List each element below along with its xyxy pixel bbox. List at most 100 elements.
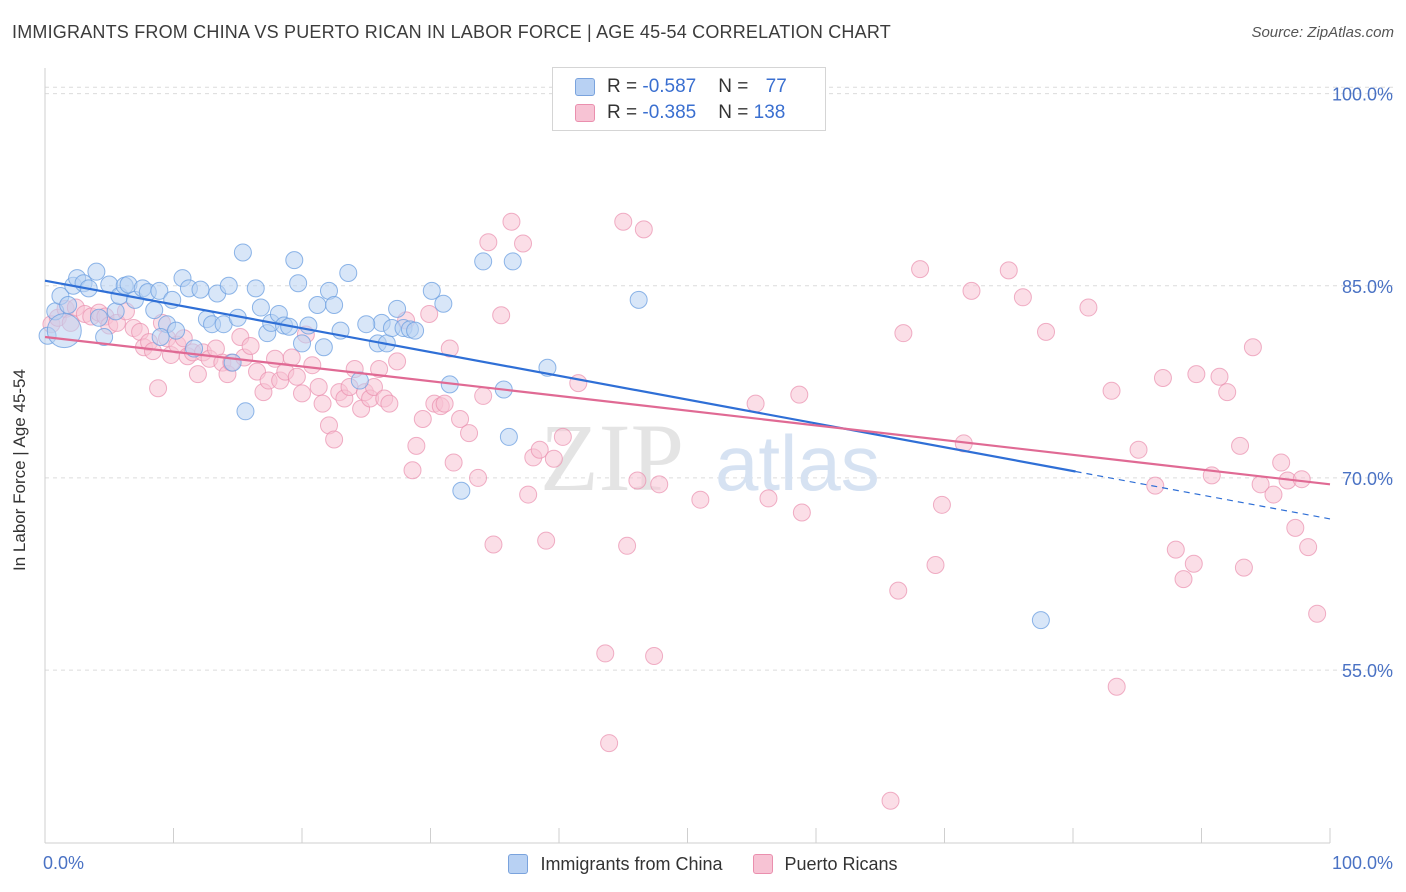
china-point bbox=[167, 321, 186, 340]
puerto-rican-point bbox=[514, 234, 533, 253]
china-point bbox=[89, 308, 108, 327]
china-point bbox=[474, 252, 493, 271]
puerto-rican-point bbox=[553, 427, 572, 446]
puerto-rican-point bbox=[444, 453, 463, 472]
chart-title: IMMIGRANTS FROM CHINA VS PUERTO RICAN IN… bbox=[12, 22, 891, 42]
puerto-rican-point bbox=[313, 394, 332, 413]
china-point bbox=[285, 251, 304, 270]
puerto-rican-point bbox=[596, 644, 615, 663]
puerto-rican-point bbox=[1299, 538, 1318, 557]
china-point bbox=[151, 328, 170, 347]
china-point bbox=[308, 295, 327, 314]
china-point bbox=[452, 481, 471, 500]
puerto-rican-point bbox=[1286, 518, 1305, 537]
puerto-rican-point bbox=[614, 212, 633, 231]
puerto-rican-point bbox=[691, 490, 710, 509]
y-tick-label: 70.0% bbox=[1342, 469, 1393, 489]
china-point bbox=[293, 334, 311, 353]
china-point bbox=[150, 281, 169, 300]
y-tick-label: 85.0% bbox=[1342, 277, 1393, 297]
puerto-rican-point bbox=[746, 394, 765, 413]
china-point bbox=[106, 302, 125, 321]
r-value: -0.385 bbox=[642, 102, 697, 123]
puerto-rican-point bbox=[1234, 558, 1253, 577]
china-point bbox=[233, 243, 252, 262]
axes bbox=[44, 68, 1331, 844]
legend-item-china[interactable]: Immigrants from China bbox=[508, 853, 723, 875]
puerto-rican-point bbox=[645, 646, 664, 665]
puerto-rican-point bbox=[484, 535, 503, 554]
puerto-rican-point bbox=[440, 339, 459, 358]
legend-label-puerto-rican: Puerto Ricans bbox=[784, 853, 898, 874]
puerto-rican-point bbox=[1243, 338, 1262, 357]
puerto-rican-point bbox=[1146, 476, 1165, 495]
china-point bbox=[87, 262, 106, 281]
china-trend-line bbox=[44, 279, 1076, 473]
legend: Immigrants from China Puerto Ricans bbox=[0, 852, 1406, 876]
puerto-rican-point bbox=[889, 581, 908, 600]
puerto-rican-point bbox=[881, 791, 900, 810]
puerto-rican-point bbox=[413, 409, 432, 428]
puerto-rican-point bbox=[1292, 470, 1311, 489]
china-point bbox=[59, 295, 78, 314]
puerto-rican-point bbox=[759, 489, 778, 508]
n-label: N = bbox=[718, 102, 754, 123]
puerto-rican-point bbox=[1079, 298, 1098, 317]
legend-swatch-china bbox=[508, 854, 529, 874]
puerto-rican-point bbox=[293, 384, 311, 403]
china-point bbox=[289, 274, 308, 293]
china-point bbox=[357, 315, 376, 334]
puerto-rican-point bbox=[451, 409, 470, 428]
puerto-rican-point bbox=[628, 471, 647, 490]
puerto-rican-point bbox=[1264, 485, 1283, 504]
puerto-rican-point bbox=[282, 348, 301, 367]
puerto-rican-point bbox=[1166, 540, 1185, 559]
china-swatch bbox=[575, 78, 595, 96]
puerto-rican-point bbox=[618, 536, 637, 555]
puerto-rican-point bbox=[1210, 367, 1229, 386]
puerto-rican-point bbox=[544, 449, 563, 468]
puerto-rican-point bbox=[530, 440, 549, 459]
puerto-rican-point bbox=[932, 495, 951, 514]
puerto-rican-point bbox=[537, 531, 556, 550]
legend-item-puerto-rican[interactable]: Puerto Ricans bbox=[752, 853, 898, 875]
china-point bbox=[422, 281, 441, 300]
puerto-rican-point bbox=[370, 360, 389, 379]
puerto-rican-point bbox=[1272, 453, 1291, 472]
puerto-rican-point bbox=[926, 556, 945, 575]
china-point bbox=[191, 280, 210, 299]
chart-source: Source: ZipAtlas.com bbox=[1251, 24, 1394, 41]
puerto-rican-point bbox=[1184, 554, 1203, 573]
puerto-rican-point bbox=[1174, 570, 1193, 589]
china-point bbox=[95, 328, 114, 347]
puerto-rican-point bbox=[1037, 322, 1056, 341]
puerto-rican-point bbox=[519, 485, 538, 504]
x-tick-label: 100.0% bbox=[1332, 853, 1393, 873]
puerto-rican-point bbox=[569, 374, 588, 393]
puerto-rican-point bbox=[474, 386, 493, 405]
r-label: R = bbox=[607, 102, 643, 123]
puerto-rican-point bbox=[407, 436, 426, 455]
r-label: R = bbox=[607, 76, 643, 97]
legend-label-china: Immigrants from China bbox=[540, 853, 723, 874]
puerto-rican-point bbox=[1187, 365, 1206, 384]
puerto-rican-point bbox=[650, 475, 669, 494]
y-tick-label: 100.0% bbox=[1332, 85, 1393, 105]
china-point bbox=[251, 298, 270, 317]
china-point bbox=[46, 313, 82, 349]
puerto-rican-point bbox=[790, 385, 809, 404]
puerto-rican-point bbox=[792, 503, 811, 522]
puerto-rican-point bbox=[460, 424, 479, 443]
puerto-rican-point bbox=[388, 352, 407, 371]
n-value: 77 bbox=[765, 76, 787, 97]
puerto-rican-point bbox=[999, 261, 1018, 280]
puerto-rican-point bbox=[502, 212, 521, 231]
puerto-rican-point bbox=[1107, 677, 1126, 696]
puerto-rican-point bbox=[1129, 440, 1148, 459]
puerto-rican-point bbox=[1231, 436, 1250, 455]
puerto-rican-point bbox=[1218, 383, 1237, 402]
puerto-rican-point bbox=[600, 734, 619, 753]
puerto-rican-point bbox=[962, 281, 981, 300]
puerto-rican-point bbox=[403, 461, 422, 480]
legend-swatch-puerto-rican bbox=[752, 854, 773, 874]
